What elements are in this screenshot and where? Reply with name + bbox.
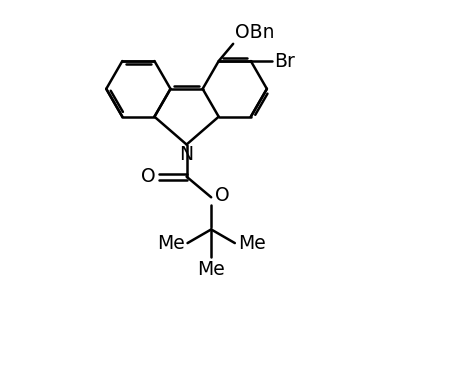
Text: Me: Me: [157, 234, 185, 252]
Text: Me: Me: [197, 260, 225, 279]
Text: Br: Br: [274, 52, 295, 70]
Text: OBn: OBn: [235, 23, 275, 42]
Text: O: O: [215, 186, 229, 205]
Text: Me: Me: [238, 234, 266, 252]
Text: N: N: [180, 146, 194, 164]
Text: O: O: [141, 167, 156, 186]
